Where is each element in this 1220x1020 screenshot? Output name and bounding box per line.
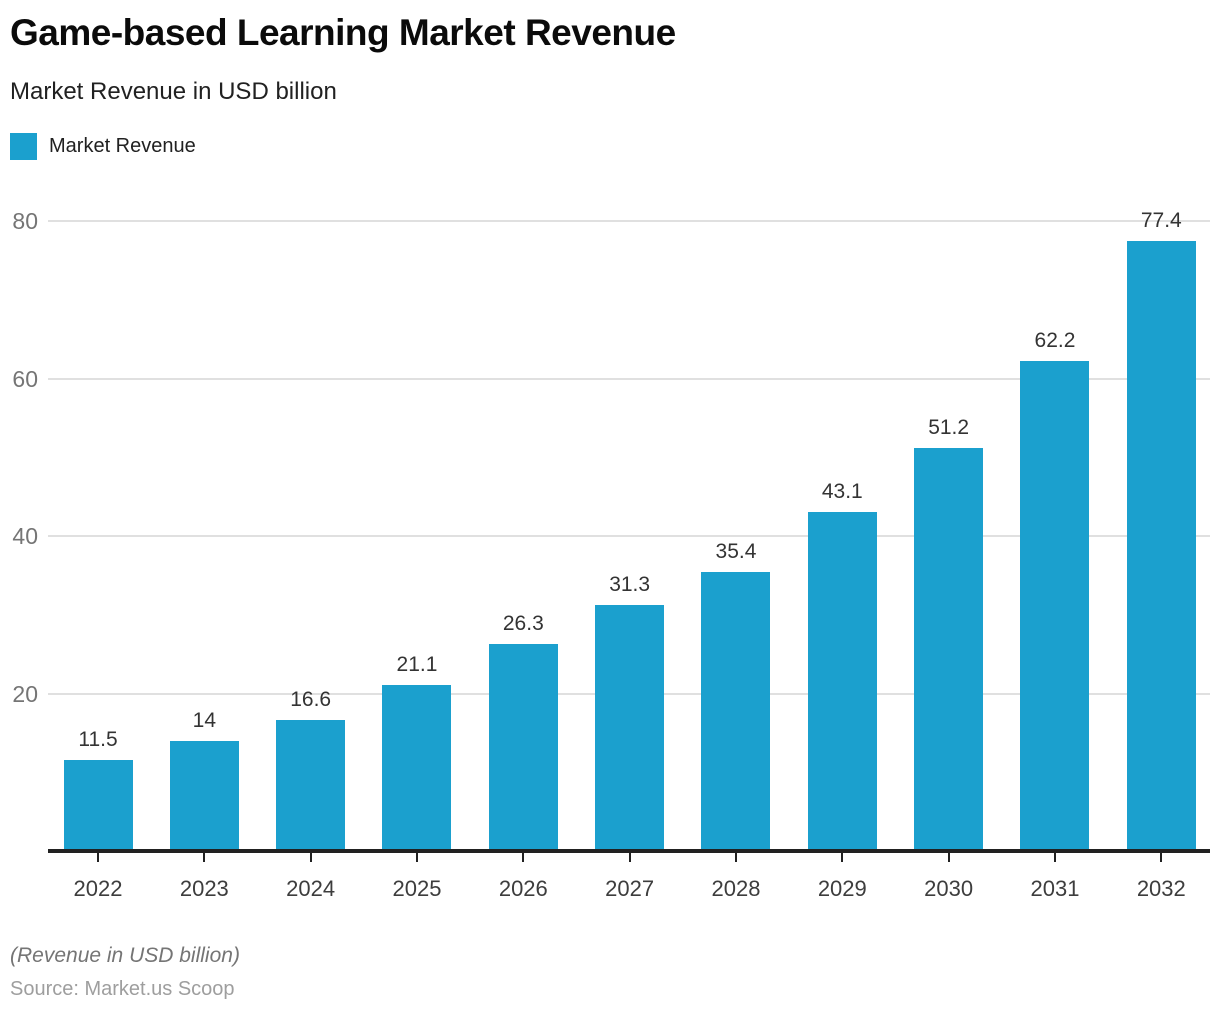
x-axis-tick [1053, 853, 1056, 862]
x-axis-tick [841, 853, 844, 862]
chart-subtitle: Market Revenue in USD billion [10, 78, 337, 105]
x-axis-tick-label: 2029 [817, 876, 867, 901]
x-axis-tick-label: 2025 [392, 876, 442, 901]
y-axis-tick-label: 20 [12, 680, 38, 707]
bar[interactable] [595, 604, 665, 851]
gridline [48, 377, 1210, 380]
bar-value-label: 77.4 [1140, 209, 1182, 233]
legend: Market Revenue [0, 132, 1220, 160]
bar[interactable] [701, 572, 771, 851]
bar[interactable] [382, 684, 452, 851]
bar-value-label: 31.3 [609, 572, 651, 596]
x-axis-tick-label: 2022 [73, 876, 123, 901]
gridline [48, 220, 1210, 222]
x-axis-tick-label: 2030 [924, 876, 974, 901]
x-axis-tick [734, 853, 737, 862]
bar[interactable] [169, 740, 239, 851]
legend-label: Market Revenue [49, 134, 196, 157]
bar-value-label: 43.1 [821, 479, 863, 503]
bar-value-label: 51.2 [928, 415, 970, 439]
chart-title: Game-based Learning Market Revenue [10, 12, 676, 53]
x-axis-tick-label: 2028 [711, 876, 761, 901]
x-axis-tick [203, 853, 206, 862]
x-axis-tick-label: 2031 [1030, 876, 1080, 901]
x-axis-tick-label: 2023 [179, 876, 229, 901]
x-axis-tick-label: 2026 [498, 876, 548, 901]
source-text: Source: Market.us Scoop [10, 978, 235, 1000]
y-axis-tick-label: 40 [12, 523, 38, 549]
x-axis-tick [1160, 853, 1163, 862]
x-axis-tick-label: 2024 [286, 876, 336, 901]
x-axis-line [48, 849, 1210, 853]
bar[interactable] [807, 511, 877, 851]
bar-chart: 20 40 60 80 11.5 2022 14 2023 16.6 2024 21.1 2025 26… [0, 164, 1220, 906]
bar[interactable] [488, 643, 558, 851]
bar-value-label: 16.6 [290, 688, 332, 712]
x-axis-tick-label: 2032 [1136, 876, 1186, 901]
bar[interactable] [276, 720, 346, 851]
x-axis-tick [415, 853, 418, 862]
bar[interactable] [914, 447, 984, 851]
x-axis-tick [628, 853, 631, 862]
bar-value-label: 14 [192, 708, 216, 732]
x-axis-tick [522, 853, 525, 862]
x-axis-tick [97, 853, 99, 862]
gridline [48, 535, 1210, 537]
y-axis-tick-label: 80 [12, 208, 38, 234]
bar-value-label: 21.1 [396, 652, 438, 676]
bar-value-label: 11.5 [78, 728, 118, 752]
bar[interactable] [63, 760, 133, 851]
bar-value-label: 62.2 [1034, 329, 1076, 353]
bar-value-label: 26.3 [502, 611, 544, 635]
x-axis-tick [309, 853, 312, 862]
plot-area: 20 40 60 80 11.5 2022 14 2023 16.6 2024 21.1 2025 26… [0, 164, 1220, 906]
x-axis-tick-label: 2027 [605, 876, 655, 901]
x-axis-tick [947, 853, 950, 862]
legend-swatch [10, 132, 37, 160]
footnote: (Revenue in USD billion) [10, 944, 240, 967]
bar[interactable] [1126, 241, 1196, 851]
bar[interactable] [1020, 361, 1090, 851]
y-axis-tick-label: 60 [12, 365, 38, 392]
bar-value-label: 35.4 [715, 540, 757, 564]
